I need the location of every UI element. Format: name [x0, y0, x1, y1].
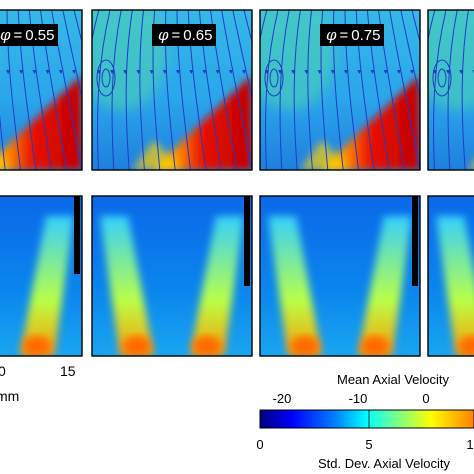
colorbar-std-tick-1: 5 — [365, 437, 372, 452]
colorbar-mean-tick-1: -10 — [349, 391, 368, 406]
streamlines-3 — [428, 10, 474, 170]
std-panel-2 — [260, 196, 420, 356]
std-panel-3 — [428, 196, 474, 356]
phi-equals-2: = — [340, 27, 349, 44]
nozzle-bar-0 — [74, 196, 80, 274]
colorbar-std-title: Std. Dev. Axial Velocity — [318, 456, 450, 471]
std-dev-row — [0, 195, 474, 357]
std-panel-1 — [92, 196, 252, 356]
phi-label-1: φ = 0.65 — [158, 26, 212, 44]
mean-velocity-row: φ = 0.55 φ = 0.65 φ = 0.75 — [0, 9, 474, 171]
phi-value-1: 0.65 — [183, 27, 212, 44]
phi-label-box-0 — [0, 24, 58, 46]
phi-label-box-2 — [320, 24, 384, 46]
mean-panel-2 — [260, 10, 420, 170]
phi-label-2: φ = 0.75 — [326, 26, 380, 44]
x-tick-label-15: 15 — [60, 363, 76, 379]
phi-label-0: φ = 0.55 — [0, 26, 54, 44]
x-tick-label-0: 0 — [0, 363, 6, 379]
std-panel-0 — [0, 196, 82, 356]
phi-equals-0: = — [14, 27, 23, 44]
mean-panel-3 — [428, 10, 474, 170]
x-axis-unit: mm — [0, 388, 19, 404]
nozzle-bar-2 — [412, 196, 418, 286]
phi-symbol-0: φ — [0, 26, 11, 44]
colorbar-std-tick-0: 0 — [256, 437, 263, 452]
phi-label-box-1 — [152, 24, 216, 46]
phi-symbol-2: φ — [326, 26, 337, 44]
nozzle-bar-1 — [244, 196, 250, 286]
phi-symbol-1: φ — [158, 26, 169, 44]
phi-equals-1: = — [172, 27, 181, 44]
colorbar-mean-tick-2: 0 — [422, 391, 429, 406]
colorbar-mean-tick-0: -20 — [273, 391, 292, 406]
colorbar-mean-title: Mean Axial Velocity — [337, 372, 450, 387]
phi-value-2: 0.75 — [351, 27, 380, 44]
colorbar-std — [259, 409, 474, 429]
phi-value-0: 0.55 — [25, 27, 54, 44]
colorbar-std-tick-2: 1 — [466, 437, 473, 452]
